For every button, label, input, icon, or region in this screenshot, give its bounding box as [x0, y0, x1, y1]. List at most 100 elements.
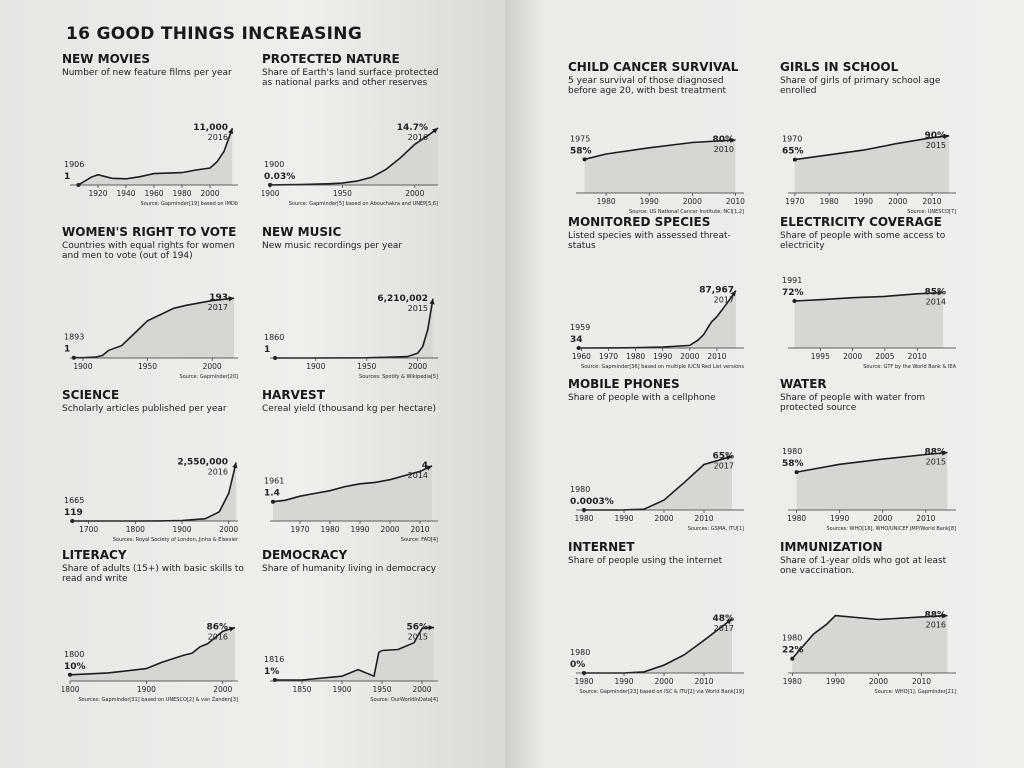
end-value: 88% [924, 611, 946, 621]
plot: 1900 0.03% 14.7%2016 1900 1950 2000 Source: Ga… [262, 123, 439, 207]
start-year: 1980 [570, 648, 590, 657]
start-value: 1 [64, 172, 70, 182]
source-note: Sources: Spotify & Wikipedia[5] [359, 374, 438, 380]
chart-title: HARVEST [262, 388, 325, 402]
area-fill [584, 139, 736, 193]
start-year: 1665 [64, 496, 84, 505]
x-tick-label: 1980 [574, 514, 593, 523]
end-year: 2016 [208, 467, 228, 476]
chart-subtitle: Listed species with assessed threat-stat… [568, 231, 731, 251]
x-tick-label: 1980 [172, 189, 191, 198]
end-year: 2015 [408, 304, 428, 313]
chart-title: GIRLS IN SCHOOL [780, 60, 899, 74]
end-year: 2017 [714, 461, 734, 470]
start-dot [582, 157, 587, 162]
source-note: Source: FAO[4] [401, 537, 438, 543]
arrow-head [429, 298, 435, 305]
end-year: 2014 [926, 298, 946, 307]
x-tick-label: 1980 [320, 525, 339, 534]
chart-title: IMMUNIZATION [780, 540, 883, 554]
area-fill [792, 615, 948, 673]
area-fill [584, 456, 732, 510]
x-tick-label: 1970 [599, 352, 618, 361]
x-tick-label: 2000 [412, 685, 431, 694]
start-value: 1 [64, 345, 70, 355]
chart-subtitle: New music recordings per year [262, 241, 403, 251]
trend-line [794, 291, 944, 302]
source-note: Sources: Royal Society of London, Jinha … [113, 537, 239, 543]
start-year: 1816 [264, 655, 284, 664]
mini-chart: NEW MOVIES Number of new feature films pe… [62, 52, 252, 217]
arrow-head [428, 624, 434, 631]
arrow-head [426, 465, 432, 471]
arrow-head [730, 290, 736, 297]
x-tick-label: 1980 [626, 352, 645, 361]
start-value: 10% [64, 662, 86, 672]
x-tick-label: 1800 [126, 525, 145, 534]
chart-title: ELECTRICITY COVERAGE [780, 215, 942, 229]
start-value: 58% [570, 146, 592, 156]
x-tick-label: 2000 [203, 362, 222, 371]
arrow-head [228, 296, 235, 302]
chart-subtitle: Share of people with some access to elec… [780, 231, 946, 251]
x-tick-label: 1700 [79, 525, 98, 534]
mini-chart: IMMUNIZATION Share of 1-year olds who got… [780, 540, 970, 705]
arrow-head [726, 455, 732, 461]
trend-line [274, 626, 434, 681]
end-value: 6,210,002 [377, 294, 428, 304]
start-year: 1900 [264, 160, 284, 169]
start-year: 1961 [264, 477, 284, 486]
source-note: Sources: WHO[16], WHO/UNICEF JMP/World B… [827, 526, 957, 532]
chart-title: NEW MOVIES [62, 52, 151, 66]
start-value: 119 [64, 508, 83, 518]
plot: 1970 65% 90%2015 1970 1980 1990 2000 2010 Source… [782, 131, 956, 215]
end-year: 2017 [714, 296, 734, 305]
start-dot [792, 299, 797, 304]
x-tick-label: 2000 [888, 197, 907, 206]
end-year: 2015 [926, 141, 946, 150]
area-fill [584, 618, 732, 673]
x-tick-label: 1980 [787, 514, 806, 523]
mini-chart: INTERNET Share of people using the intern… [568, 540, 758, 705]
start-value: 1% [264, 667, 279, 677]
mini-chart: PROTECTED NATURE Share of Earth's land su… [262, 52, 452, 217]
source-note: Source: GTF by the World Bank & IEA [863, 364, 956, 370]
source-note: Source: US National Cancer Institute, NC… [629, 209, 744, 215]
x-tick-label: 2010 [694, 677, 713, 686]
mini-chart: CHILD CANCER SURVIVAL 5 year survival of … [568, 60, 758, 225]
x-tick-label: 2000 [408, 362, 427, 371]
start-value: 0.0003% [570, 497, 614, 507]
x-tick-label: 1900 [172, 525, 191, 534]
x-tick-label: 1950 [138, 362, 157, 371]
source-note: Source: Gapminder[19] based on IMDb [141, 201, 238, 207]
chart-subtitle: Share of girls of primary school age enr… [780, 76, 941, 96]
mini-chart: GIRLS IN SCHOOL Share of girls of primary… [780, 60, 970, 225]
start-year: 1980 [782, 634, 802, 643]
start-year: 1860 [264, 333, 284, 342]
end-value: 65% [712, 451, 734, 461]
chart-title: LITERACY [62, 548, 127, 562]
x-tick-label: 1990 [830, 514, 849, 523]
end-value: 56% [406, 623, 428, 633]
area-fill [72, 462, 237, 521]
x-tick-label: 1900 [332, 685, 351, 694]
arrow-head [729, 137, 736, 143]
x-tick-label: 2000 [683, 197, 702, 206]
chart-title: INTERNET [568, 540, 635, 554]
mini-chart: LITERACY Share of adults (15+) with basic… [62, 548, 252, 713]
end-year: 2016 [926, 621, 946, 630]
end-year: 2017 [208, 303, 228, 312]
x-tick-label: 1800 [62, 685, 80, 694]
start-dot [792, 157, 797, 162]
x-tick-label: 1950 [333, 189, 352, 198]
chart-subtitle: Share of humanity living in democracy [262, 564, 437, 574]
x-tick-label: 1970 [785, 197, 804, 206]
x-tick-label: 2000 [654, 677, 673, 686]
end-value: 85% [924, 288, 946, 298]
end-year: 2014 [408, 471, 428, 480]
x-tick-label: 1950 [372, 685, 391, 694]
start-value: 72% [782, 288, 804, 298]
x-tick-label: 1990 [653, 352, 672, 361]
